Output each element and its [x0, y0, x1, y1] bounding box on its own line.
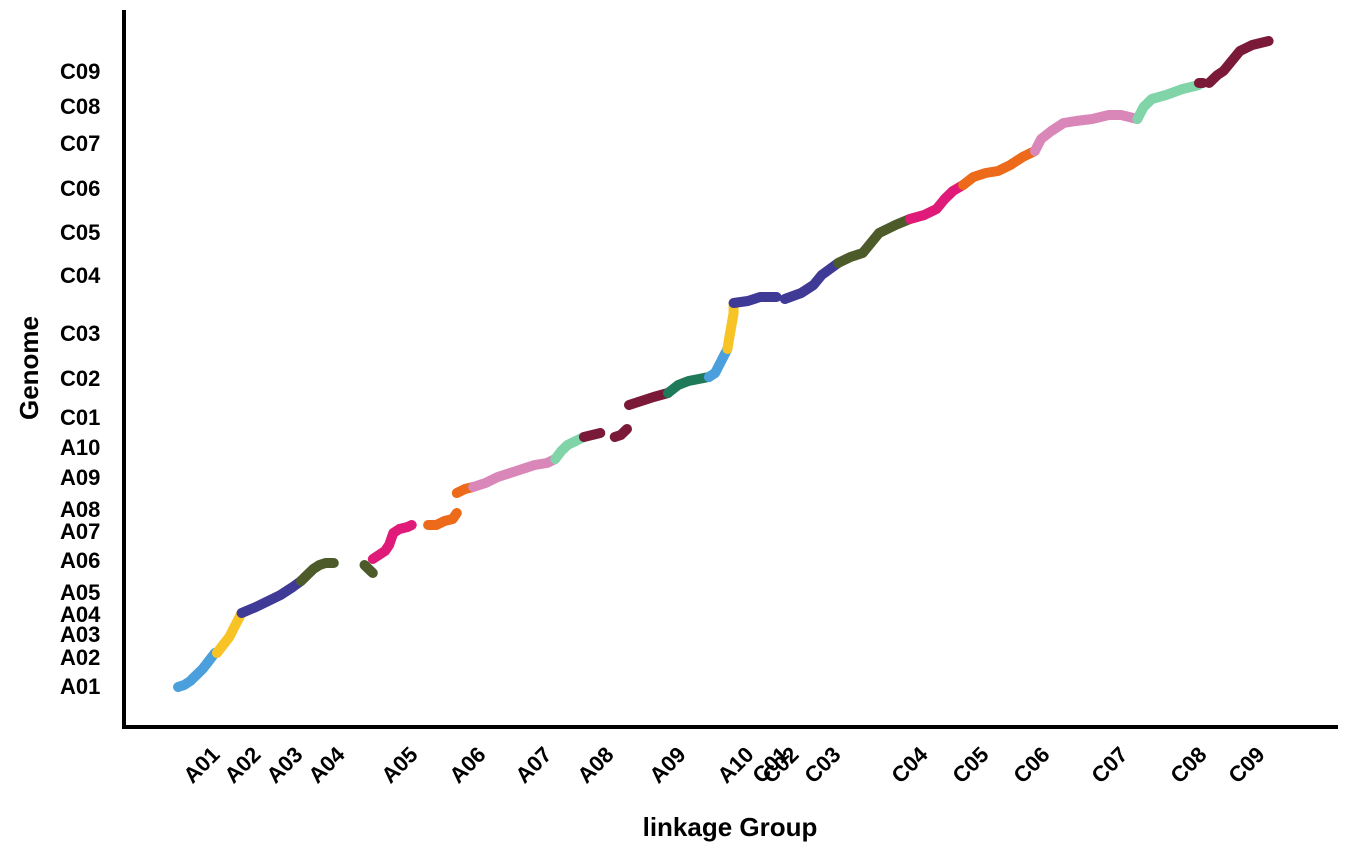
- series-a08-segment-10: [578, 428, 606, 442]
- series-c03-segment-17: [779, 258, 844, 304]
- y-tick-label-c05: C05: [60, 220, 100, 245]
- x-axis-title: linkage Group: [643, 812, 818, 842]
- x-tick-label-c08: C08: [1165, 742, 1211, 788]
- series-c06-segment-20: [958, 146, 1040, 190]
- x-tick-label-c09: C09: [1223, 742, 1269, 788]
- y-tick-label-a04: A04: [60, 602, 101, 627]
- x-tick-label-a05: A05: [376, 742, 422, 788]
- y-tick-label-a10: A10: [60, 435, 100, 460]
- series-c08-segment-22: [1132, 80, 1204, 124]
- y-tick-label-a01: A01: [60, 674, 100, 699]
- y-tick-label-a05: A05: [60, 580, 100, 605]
- y-tick-label-a03: A03: [60, 622, 100, 647]
- x-tick-label-c04: C04: [886, 741, 933, 788]
- series-c01-segment-14: [703, 344, 733, 382]
- y-tick-label-a02: A02: [60, 645, 100, 670]
- y-tick-label-c07: C07: [60, 131, 100, 156]
- series-c07-segment-21: [1029, 110, 1143, 156]
- x-tick-label-c05: C05: [947, 742, 993, 788]
- x-tick-label-a01: A01: [178, 742, 224, 788]
- x-tick-label-a09: A09: [644, 742, 690, 788]
- series-a08-segment-9: [550, 432, 589, 464]
- x-tick-label-a04: A04: [303, 741, 350, 788]
- y-tick-label-c08: C08: [60, 94, 100, 119]
- x-tick-label-a02: A02: [219, 742, 265, 788]
- x-tick-label-c03: C03: [799, 742, 845, 788]
- y-tick-label-c01: C01: [60, 405, 100, 430]
- y-tick-label-a06: A06: [60, 548, 100, 573]
- series-a10-segment-13: [663, 372, 714, 398]
- y-tick-label-c04: C04: [60, 263, 101, 288]
- series-a03-segment-2: [236, 576, 306, 618]
- series-c02-segment-15: [722, 298, 739, 354]
- x-tick-label-c06: C06: [1008, 742, 1054, 788]
- y-tick-label-c09: C09: [60, 59, 100, 84]
- series-a05-segment-5: [367, 520, 417, 564]
- y-tick-label-a09: A09: [60, 465, 100, 490]
- y-tick-label-c02: C02: [60, 366, 100, 391]
- x-tick-label-a08: A08: [572, 742, 618, 788]
- series-a09-segment-11: [609, 424, 632, 442]
- x-tick-label-a06: A06: [444, 742, 490, 788]
- series-a04-segment-3: [296, 558, 339, 586]
- y-tick-label-a08: A08: [60, 497, 100, 522]
- series-a07-segment-8: [468, 454, 561, 492]
- y-tick-label-c06: C06: [60, 176, 100, 201]
- series-a09-segment-12: [624, 388, 673, 410]
- series-a06-segment-6: [423, 508, 462, 530]
- series-c09-segment-24: [1204, 36, 1274, 88]
- y-tick-label-c03: C03: [60, 321, 100, 346]
- x-tick-label-a03: A03: [261, 742, 307, 788]
- y-tick-label-a07: A07: [60, 519, 100, 544]
- series-a01-segment-0: [173, 648, 220, 692]
- data-series-layer: [173, 36, 1274, 692]
- series-c05-segment-19: [904, 180, 969, 224]
- y-axis-title: Genome: [14, 316, 44, 420]
- x-tick-label-c07: C07: [1086, 742, 1132, 788]
- series-a02-segment-1: [211, 608, 247, 658]
- series-c03-segment-16: [728, 292, 782, 308]
- series-a04-segment-4: [359, 560, 378, 578]
- x-tick-label-a07: A07: [510, 742, 556, 788]
- series-c04-segment-18: [833, 214, 915, 268]
